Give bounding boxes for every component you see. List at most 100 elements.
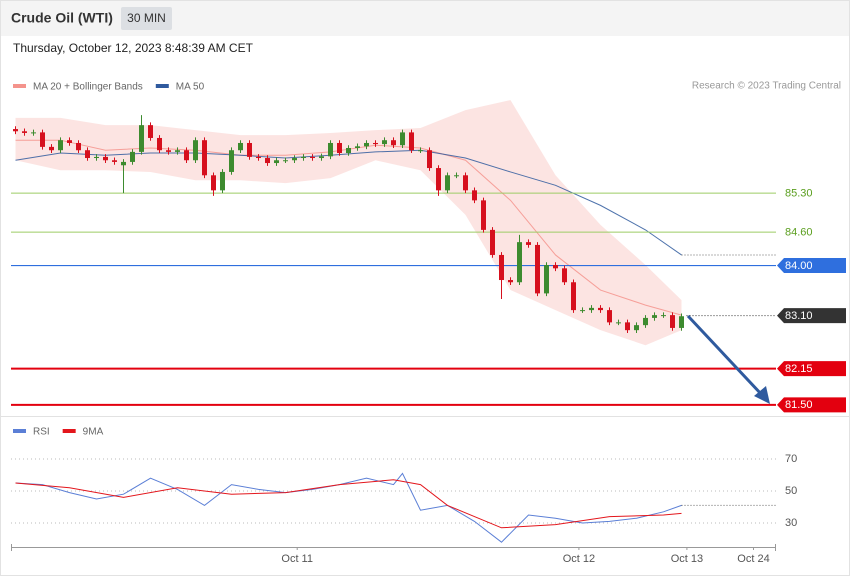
candle-body bbox=[202, 140, 207, 176]
candle-body bbox=[292, 158, 297, 161]
candle-body bbox=[67, 140, 72, 143]
candle-body bbox=[337, 142, 342, 154]
candle-body bbox=[220, 171, 225, 191]
candle-body bbox=[400, 132, 405, 146]
candle-body bbox=[436, 168, 441, 191]
candle-body bbox=[193, 140, 198, 161]
level-label: 84.60 bbox=[785, 227, 813, 239]
bollinger-band bbox=[15, 100, 682, 346]
candle-body bbox=[454, 175, 459, 177]
candle-body bbox=[616, 322, 621, 324]
legend-label: MA 50 bbox=[176, 82, 205, 93]
candle-body bbox=[49, 146, 54, 151]
candle-body bbox=[481, 200, 486, 230]
timestamp: Thursday, October 12, 2023 8:48:39 AM CE… bbox=[13, 41, 254, 55]
candle-body bbox=[382, 140, 387, 145]
title: Crude Oil (WTI) bbox=[11, 10, 113, 26]
legend-swatch bbox=[62, 429, 76, 433]
candle-body bbox=[103, 156, 108, 161]
candle-body bbox=[40, 132, 45, 147]
candle-body bbox=[526, 242, 531, 245]
candle-body bbox=[643, 317, 648, 326]
candle-body bbox=[589, 307, 594, 311]
candle-body bbox=[463, 175, 468, 191]
level-box bbox=[777, 361, 846, 377]
candle-body bbox=[391, 140, 396, 146]
level-label: 81.50 bbox=[785, 399, 813, 411]
level-box bbox=[777, 308, 846, 324]
candle-body bbox=[472, 190, 477, 201]
candle-body bbox=[274, 160, 279, 164]
candle-body bbox=[409, 132, 414, 151]
candle-body bbox=[427, 150, 432, 169]
level-box bbox=[777, 258, 846, 274]
candle-body bbox=[544, 264, 549, 294]
candle-body bbox=[310, 156, 315, 159]
candle-body bbox=[562, 268, 567, 283]
candle-body bbox=[301, 156, 306, 159]
candle-body bbox=[85, 150, 90, 159]
forecast-arrow bbox=[686, 314, 764, 397]
candle-body bbox=[652, 315, 657, 318]
candle-body bbox=[490, 229, 495, 255]
candle-body bbox=[373, 142, 378, 145]
candle-body bbox=[508, 280, 513, 283]
candle-body bbox=[265, 158, 270, 164]
ma20-line bbox=[15, 139, 682, 316]
candle-body bbox=[247, 142, 252, 157]
y-tick-label: 30 bbox=[785, 517, 797, 529]
legend-swatch bbox=[13, 429, 26, 433]
candle-body bbox=[121, 161, 126, 166]
candle-body bbox=[283, 160, 288, 162]
forecast-arrowhead bbox=[754, 386, 770, 404]
candle-body bbox=[355, 146, 360, 148]
candle-body bbox=[166, 150, 171, 152]
credit: Research © 2023 Trading Central bbox=[692, 81, 841, 92]
legend-label: 9MA bbox=[83, 427, 104, 438]
legend-swatch bbox=[13, 84, 26, 88]
candle-body bbox=[445, 175, 450, 191]
candle-body bbox=[625, 322, 630, 331]
y-tick-label: 50 bbox=[785, 485, 797, 497]
candle-body bbox=[157, 137, 162, 151]
level-label: 82.15 bbox=[785, 363, 813, 375]
candle-body bbox=[670, 315, 675, 328]
ma50-line bbox=[15, 149, 682, 256]
candle-body bbox=[31, 132, 36, 134]
candle-body bbox=[346, 147, 351, 154]
candle-body bbox=[58, 140, 63, 151]
candle-body bbox=[679, 316, 684, 328]
candle-body bbox=[319, 156, 324, 159]
candle-body bbox=[364, 142, 369, 147]
candle-body bbox=[22, 131, 27, 133]
candle-body bbox=[328, 142, 333, 157]
x-tick-label: Oct 11 bbox=[281, 553, 313, 565]
rsi-line bbox=[15, 472, 682, 543]
candle-body bbox=[148, 125, 153, 138]
legend-label: MA 20 + Bollinger Bands bbox=[33, 82, 143, 93]
x-tick-label: Oct 13 bbox=[671, 553, 703, 565]
interval-badge bbox=[121, 7, 172, 30]
plot: MA 20 + Bollinger Bands MA 50 85.30 84.60 84… bbox=[11, 82, 846, 565]
candle-body bbox=[598, 307, 603, 311]
candle-body bbox=[175, 150, 180, 152]
candle-body bbox=[238, 142, 243, 151]
candle-body bbox=[94, 156, 99, 159]
legend-swatch bbox=[155, 84, 169, 88]
interval: 30 MIN bbox=[127, 11, 166, 25]
level-label: 84.00 bbox=[785, 260, 813, 272]
candle-body bbox=[139, 125, 144, 152]
candle-body bbox=[634, 325, 639, 331]
candle-body bbox=[517, 242, 522, 283]
candle-body bbox=[553, 264, 558, 269]
candle-body bbox=[184, 150, 189, 161]
level-box bbox=[777, 397, 846, 413]
candle-body bbox=[571, 282, 576, 311]
y-tick-label: 70 bbox=[785, 453, 797, 465]
level-label: 85.30 bbox=[785, 188, 813, 200]
candle-body bbox=[418, 150, 423, 152]
candle-body bbox=[229, 150, 234, 172]
level-label: 83.10 bbox=[785, 310, 813, 322]
